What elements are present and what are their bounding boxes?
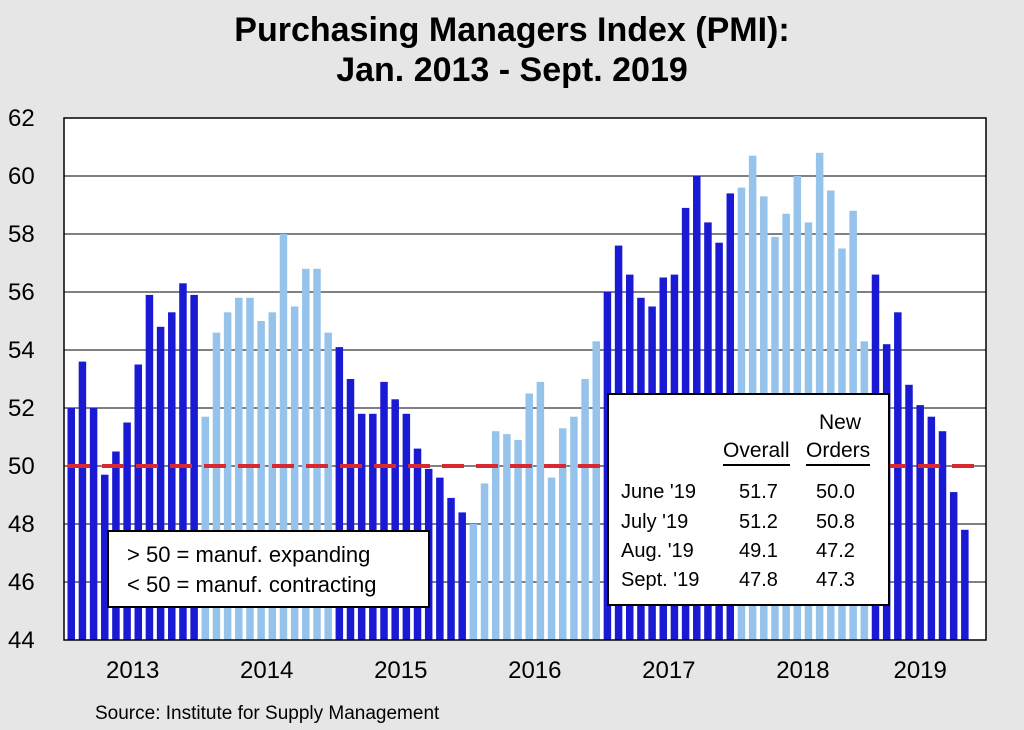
bar [246,297,254,640]
bar [570,416,578,640]
x-year-label: 2015 [374,657,427,684]
bar [179,283,187,640]
table-row-month: Sept. '19 [621,569,700,591]
x-year-label: 2014 [240,657,293,684]
bar [547,477,556,640]
bar [503,434,511,640]
y-tick-label: 48 [8,511,35,538]
bar [380,381,388,640]
table-row-month: June '19 [621,481,696,503]
table-row-month: July '19 [621,511,689,533]
bar [469,524,478,640]
chart-title: Purchasing Managers Index (PMI): Jan. 20… [0,10,1024,90]
y-tick-label: 58 [8,221,35,248]
table-row-new-orders: 50.8 [816,511,855,533]
table-row-new-orders: 50.0 [816,481,855,503]
bar [357,413,366,640]
bar [369,413,377,640]
table-header-new: New [819,411,862,434]
bar [223,312,232,640]
x-axis-year-labels: 2013 2014 2015 2016 2017 2018 2019 [106,657,947,684]
bar [89,408,98,640]
x-year-label: 2016 [508,657,561,684]
y-tick-label: 46 [8,569,35,596]
chart-title-line-1: Purchasing Managers Index (PMI): [234,11,790,49]
x-year-label: 2018 [776,657,829,684]
legend-box: > 50 = manuf. expanding < 50 = manuf. co… [107,530,430,608]
bar [391,399,399,640]
bar [257,321,265,640]
x-year-label: 2013 [106,657,159,684]
table-header-orders: Orders [806,439,871,466]
table-row-overall: 47.8 [739,569,778,591]
bar [346,379,355,640]
bar [335,347,344,640]
bar [491,431,500,640]
bar [190,294,198,640]
bar [290,306,299,640]
bar [525,393,533,640]
table-row-overall: 51.7 [739,481,778,503]
bar [447,497,455,640]
y-tick-label: 60 [8,163,35,190]
bar [134,364,143,640]
table-header-overall: Overall [723,439,790,466]
bar [916,405,924,640]
bar [938,431,947,640]
bar [961,529,969,640]
bar [78,361,87,640]
y-tick-label: 50 [8,453,35,480]
bar [905,384,913,640]
bar [212,332,221,640]
y-tick-label: 62 [8,105,35,132]
bar [436,477,444,640]
bar [949,492,958,640]
bar [480,483,489,640]
bar [168,312,176,640]
chart-title-line-2: Jan. 2013 - Sept. 2019 [336,51,688,89]
table-row-overall: 51.2 [739,511,778,533]
y-tick-label: 54 [8,337,35,364]
recent-values-table: New Overall Orders June '19 51.7 50.0 Ju… [607,393,890,606]
table-row-new-orders: 47.2 [816,540,855,562]
bar [324,332,332,640]
bar [279,234,288,640]
bar [235,297,243,640]
bar [536,381,545,640]
bar [927,416,936,640]
y-tick-label: 44 [8,627,35,654]
x-year-label: 2017 [642,657,695,684]
plot-frame [63,117,987,641]
bar [581,379,589,640]
x-year-label: 2019 [893,657,946,684]
table-row-month: Aug. '19 [621,540,694,562]
bar [402,413,411,640]
bar [458,512,466,640]
bar [302,268,310,640]
bar [592,341,600,640]
bar [894,312,902,640]
bar [558,428,567,640]
table-row-overall: 49.1 [739,540,778,562]
y-tick-label: 56 [8,279,35,306]
y-axis-tick-labels: 44 46 48 50 52 54 56 58 60 62 [8,105,35,654]
bar [201,416,210,640]
bar [101,474,109,640]
bar [67,408,75,640]
table-row-new-orders: 47.3 [816,569,855,591]
bar [156,326,165,640]
source-note: Source: Institute for Supply Management [95,703,440,724]
legend-line-expanding: > 50 = manuf. expanding [127,542,371,567]
bar [268,312,277,640]
bar [313,268,321,640]
y-tick-label: 52 [8,395,35,422]
bar [514,439,522,640]
legend-line-contracting: < 50 = manuf. contracting [127,572,377,597]
